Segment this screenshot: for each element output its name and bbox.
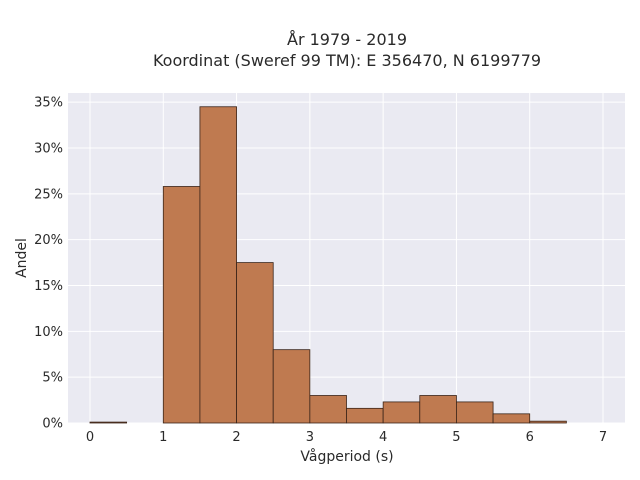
y-tick-label: 30% bbox=[34, 142, 63, 157]
x-tick-label: 0 bbox=[86, 430, 94, 445]
y-tick-label: 5% bbox=[42, 371, 63, 386]
y-tick-label: 15% bbox=[34, 279, 63, 294]
x-tick-label: 2 bbox=[232, 430, 240, 445]
y-axis-label: Andel bbox=[14, 238, 30, 278]
x-tick-label: 6 bbox=[526, 430, 534, 445]
chart-title-line1: År 1979 - 2019 bbox=[287, 30, 407, 49]
y-tick-label: 0% bbox=[42, 417, 63, 432]
plot-area bbox=[68, 93, 625, 423]
histogram-bar bbox=[89, 421, 128, 424]
histogram-bar bbox=[162, 186, 201, 424]
y-tick-label: 10% bbox=[34, 325, 63, 340]
grid-lines bbox=[68, 93, 625, 424]
histogram-bar bbox=[382, 401, 421, 424]
histogram-bar bbox=[272, 349, 311, 424]
chart-title-line2: Koordinat (Sweref 99 TM): E 356470, N 61… bbox=[153, 51, 541, 70]
x-tick-label: 1 bbox=[159, 430, 167, 445]
x-tick-label: 3 bbox=[306, 430, 314, 445]
histogram-bar bbox=[199, 106, 237, 424]
y-tick-label: 25% bbox=[34, 187, 63, 202]
x-tick-label: 5 bbox=[452, 430, 460, 445]
histogram-bar bbox=[419, 395, 457, 424]
x-axis-label: Vågperiod (s) bbox=[300, 448, 393, 465]
histogram-bar bbox=[529, 420, 567, 424]
x-tick-label: 4 bbox=[379, 430, 387, 445]
histogram-bar bbox=[236, 262, 274, 424]
x-tick-labels: 0 1 2 3 4 5 6 7 bbox=[86, 430, 607, 445]
y-tick-label: 20% bbox=[34, 233, 63, 248]
x-tick-label: 7 bbox=[599, 430, 607, 445]
histogram-bar bbox=[309, 395, 347, 424]
y-tick-labels: 0% 5% 10% 15% 20% 25% 30% 35% bbox=[34, 96, 63, 432]
histogram-bar bbox=[492, 413, 531, 424]
histogram-bar bbox=[456, 401, 494, 424]
y-tick-label: 35% bbox=[34, 96, 63, 111]
bars-group bbox=[89, 106, 567, 424]
histogram-bar bbox=[346, 407, 384, 424]
